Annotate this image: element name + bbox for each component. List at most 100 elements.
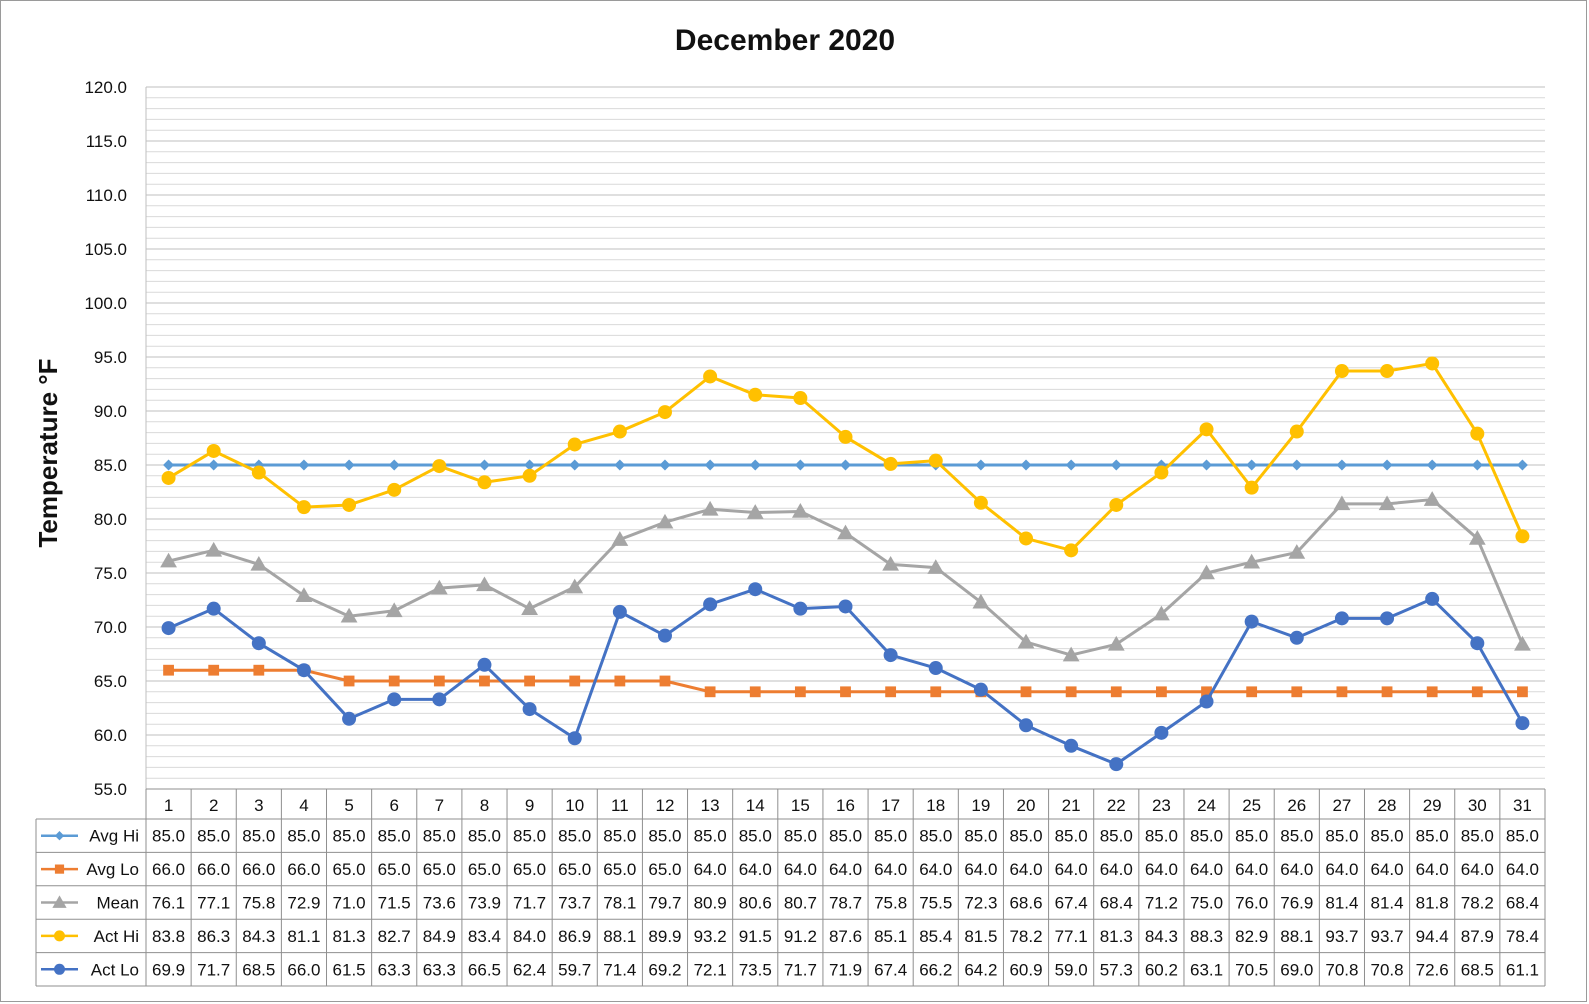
table-cell: 82.7 — [378, 927, 411, 946]
table-cell: 85.0 — [1416, 827, 1449, 846]
data-point — [1425, 356, 1440, 371]
table-cell: 75.8 — [242, 894, 275, 913]
table-cell: 66.0 — [152, 860, 185, 879]
table-cell: 85.0 — [468, 827, 501, 846]
table-cell: 70.5 — [1235, 960, 1268, 979]
x-tick-label: 7 — [435, 796, 444, 815]
data-point — [433, 675, 445, 687]
table-cell: 73.7 — [558, 894, 591, 913]
data-point — [385, 602, 403, 618]
data-point — [1019, 718, 1034, 733]
data-point — [928, 661, 943, 676]
series-line — [167, 587, 1524, 766]
table-cell: 63.3 — [423, 960, 456, 979]
data-point — [160, 552, 177, 568]
table-cell: 67.4 — [1055, 894, 1088, 913]
table-cell: 72.9 — [287, 894, 320, 913]
x-tick-label: 26 — [1287, 796, 1306, 815]
table-cell: 76.0 — [1235, 894, 1268, 913]
x-tick-label: 8 — [480, 796, 489, 815]
data-point — [566, 578, 584, 594]
y-axis-label: Temperature °F — [33, 358, 63, 547]
data-point — [1110, 686, 1122, 698]
table-cell: 66.0 — [287, 860, 320, 879]
series-name: Avg Hi — [89, 827, 139, 846]
table-cell: 68.5 — [242, 960, 275, 979]
table-cell: 65.0 — [423, 860, 456, 879]
table-cell: 68.4 — [1506, 894, 1539, 913]
table-cell: 59.7 — [558, 960, 591, 979]
table-cell: 75.8 — [874, 894, 907, 913]
data-point — [1380, 611, 1395, 626]
data-point — [54, 963, 65, 975]
data-point — [1515, 529, 1530, 544]
data-point — [1017, 633, 1035, 649]
table-cell: 84.3 — [242, 927, 275, 946]
table-cell: 88.1 — [603, 927, 636, 946]
y-tick-label: 65.0 — [94, 672, 127, 691]
table-cell: 61.5 — [333, 960, 366, 979]
x-tick-label: 25 — [1242, 796, 1261, 815]
chart-title: December 2020 — [675, 24, 895, 57]
table-cell: 57.3 — [1100, 960, 1133, 979]
data-point — [1020, 686, 1032, 698]
table-cell: 84.9 — [423, 927, 456, 946]
table-cell: 76.1 — [152, 894, 185, 913]
table-cell: 76.9 — [1280, 894, 1313, 913]
table-cell: 85.0 — [1325, 827, 1358, 846]
table-cell: 64.0 — [1190, 860, 1223, 879]
table-cell: 85.0 — [1280, 827, 1313, 846]
series-lines — [160, 356, 1531, 772]
y-tick-label: 90.0 — [94, 402, 127, 421]
series-name: Avg Lo — [86, 860, 139, 879]
data-point — [794, 686, 806, 698]
x-tick-label: 22 — [1107, 796, 1126, 815]
data-point — [746, 504, 764, 519]
data-table: 1 2 3 4 5 6 7 8 9 10 11 12 13 14 15 16 17 18 19 20 21 22 23 24 2… — [35, 788, 1546, 987]
table-cell: 64.0 — [1100, 860, 1133, 879]
table-cell: 66.0 — [197, 860, 230, 879]
table-cell: 80.6 — [739, 894, 772, 913]
data-point — [208, 664, 220, 676]
data-point — [1244, 614, 1259, 629]
y-tick-label: 70.0 — [94, 618, 127, 637]
data-point — [659, 675, 671, 687]
data-point — [614, 675, 626, 687]
table-cell: 80.9 — [694, 894, 727, 913]
table-cell: 83.8 — [152, 927, 185, 946]
table-cell: 78.2 — [1461, 894, 1494, 913]
data-point — [1517, 686, 1528, 698]
x-tick-label: 12 — [656, 796, 675, 815]
table-cell: 75.0 — [1190, 894, 1223, 913]
table-cell: 91.5 — [739, 927, 772, 946]
data-point — [1423, 491, 1441, 506]
data-point — [612, 604, 627, 619]
data-point — [838, 429, 853, 444]
data-point — [838, 599, 853, 614]
table-cell: 78.4 — [1506, 927, 1539, 946]
table-cell: 71.7 — [513, 894, 546, 913]
data-point — [1291, 686, 1303, 698]
data-point — [1381, 686, 1393, 698]
table-cell: 81.3 — [1100, 927, 1133, 946]
series-name: Act Hi — [94, 927, 139, 946]
data-point — [206, 601, 221, 616]
data-point — [1110, 459, 1122, 471]
data-point — [973, 682, 988, 697]
data-point — [1288, 544, 1306, 559]
data-point — [927, 559, 945, 574]
data-point — [1468, 530, 1486, 545]
y-tick-label: 115.0 — [86, 132, 127, 151]
x-tick-label: 24 — [1197, 796, 1216, 815]
table-cell: 64.0 — [694, 860, 727, 879]
table-cell: 71.5 — [378, 894, 411, 913]
data-point — [161, 470, 176, 485]
data-point — [296, 663, 311, 678]
x-tick-label: 9 — [525, 796, 534, 815]
table-cell: 66.5 — [468, 960, 501, 979]
data-point — [163, 459, 175, 471]
x-tick-label: 15 — [791, 796, 810, 815]
data-point — [205, 541, 223, 557]
data-point — [704, 686, 716, 698]
